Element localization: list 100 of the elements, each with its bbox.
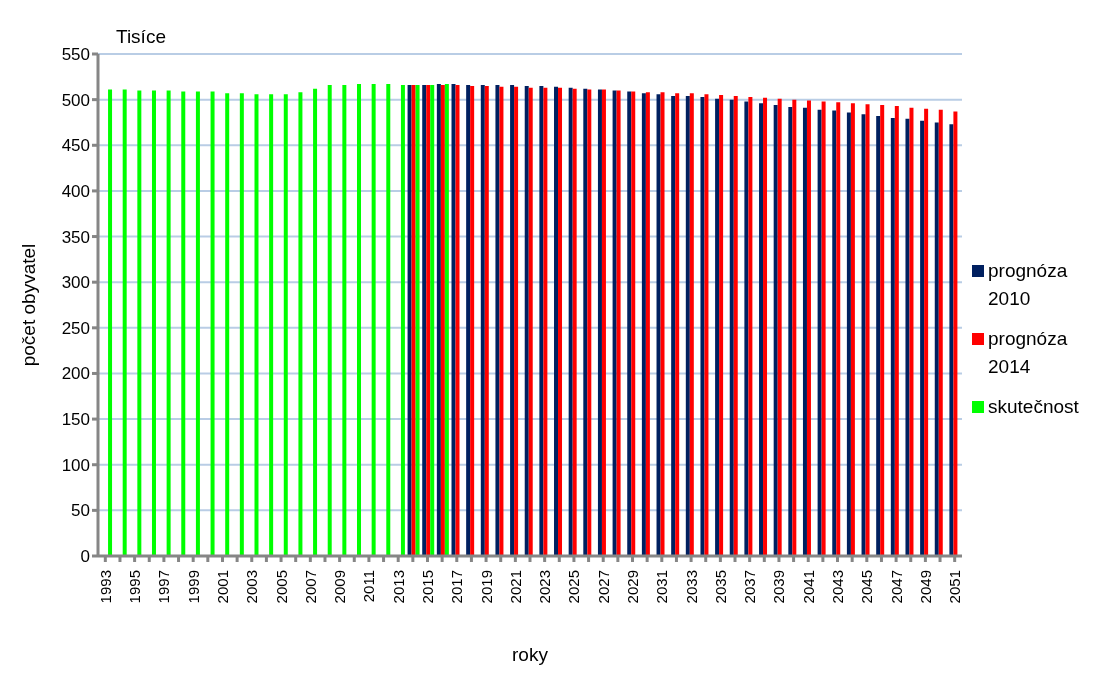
bar — [283, 94, 288, 556]
x-tick-label: 2027 — [594, 570, 612, 604]
x-tick-label: 1997 — [155, 570, 173, 604]
x-tick-label: 2037 — [741, 570, 759, 604]
x-tick-label: 2049 — [916, 570, 934, 604]
bar — [269, 94, 274, 556]
bar — [704, 94, 709, 556]
bar — [444, 84, 449, 556]
x-tick-label: 2045 — [858, 570, 876, 604]
bar — [880, 105, 885, 556]
bar — [905, 118, 910, 556]
x-tick-label: 2019 — [477, 570, 495, 604]
bar — [411, 85, 416, 556]
bar — [920, 120, 925, 556]
bar — [499, 86, 504, 556]
x-tick-label: 2005 — [272, 570, 290, 604]
bar — [949, 124, 954, 556]
bar — [166, 90, 171, 556]
bar — [357, 84, 361, 556]
bar — [440, 85, 445, 556]
x-tick-label: 2041 — [799, 570, 817, 604]
bar — [675, 93, 680, 556]
bar — [554, 86, 559, 556]
bar — [773, 105, 778, 556]
x-tick-label: 2039 — [770, 570, 788, 604]
bar — [641, 93, 646, 556]
bar — [386, 84, 391, 556]
bar — [953, 111, 958, 556]
bar — [587, 89, 592, 556]
bar — [528, 87, 533, 556]
bar — [480, 85, 485, 556]
bar — [700, 96, 705, 556]
bar — [239, 93, 244, 556]
x-tick-label: 1995 — [126, 570, 144, 604]
bar — [788, 106, 793, 556]
bar — [430, 85, 435, 556]
bar — [524, 85, 529, 556]
bar — [484, 85, 489, 556]
x-tick-label: 2015 — [418, 570, 436, 604]
x-tick-label: 1999 — [184, 570, 202, 604]
bar — [744, 101, 749, 556]
bar — [225, 93, 230, 556]
bar — [792, 99, 797, 556]
y-tick-label: 500 — [61, 90, 90, 110]
bar — [514, 86, 519, 556]
bar — [821, 101, 826, 556]
x-tick-label: 2003 — [243, 570, 261, 604]
legend-label: prognóza 2014 — [988, 326, 1069, 379]
y-tick-label: 50 — [71, 501, 90, 521]
y-axis-title: počet obyvatel — [17, 243, 39, 367]
bar — [876, 116, 881, 556]
bar — [583, 88, 588, 556]
x-tick-label: 2051 — [946, 570, 964, 604]
x-tick-label: 1993 — [96, 570, 114, 604]
bar — [616, 90, 621, 556]
bar — [850, 103, 855, 556]
y-tick-label: 550 — [61, 45, 90, 65]
bar — [254, 94, 259, 556]
x-tick-label: 2009 — [331, 570, 349, 604]
bar — [313, 88, 318, 556]
x-tick-label: 2043 — [829, 570, 847, 604]
bar — [470, 85, 475, 556]
bar — [601, 89, 606, 556]
bar — [572, 88, 577, 556]
bar — [631, 91, 636, 556]
bar — [836, 102, 841, 556]
bar — [802, 107, 807, 556]
y-tick-label: 400 — [61, 181, 90, 201]
y-tick-label: 200 — [61, 364, 90, 384]
x-tick-label: 2011 — [360, 570, 378, 603]
bar — [924, 108, 929, 556]
y-tick-label: 250 — [61, 318, 90, 338]
bar — [210, 91, 215, 556]
bar — [729, 99, 734, 556]
bar — [685, 95, 690, 556]
bar — [777, 98, 782, 556]
bar — [436, 84, 441, 556]
bar — [733, 95, 738, 556]
bar — [846, 112, 851, 556]
x-tick-label: 2031 — [653, 570, 671, 604]
bar — [759, 103, 764, 556]
bar — [415, 85, 420, 556]
y-tick-label: 0 — [80, 547, 90, 567]
bar — [671, 95, 676, 556]
bar — [832, 110, 837, 556]
bar — [890, 117, 895, 556]
bar — [298, 92, 303, 556]
x-tick-label: 2025 — [565, 570, 583, 604]
bar — [715, 98, 720, 556]
bar — [763, 97, 768, 556]
bar — [137, 90, 142, 556]
bar — [689, 93, 694, 556]
bar — [495, 85, 500, 556]
bar — [894, 106, 899, 556]
bar — [422, 85, 427, 556]
bar — [181, 91, 186, 556]
bar — [719, 95, 724, 556]
bar — [597, 89, 602, 556]
bar — [627, 91, 632, 556]
bar — [466, 85, 471, 556]
